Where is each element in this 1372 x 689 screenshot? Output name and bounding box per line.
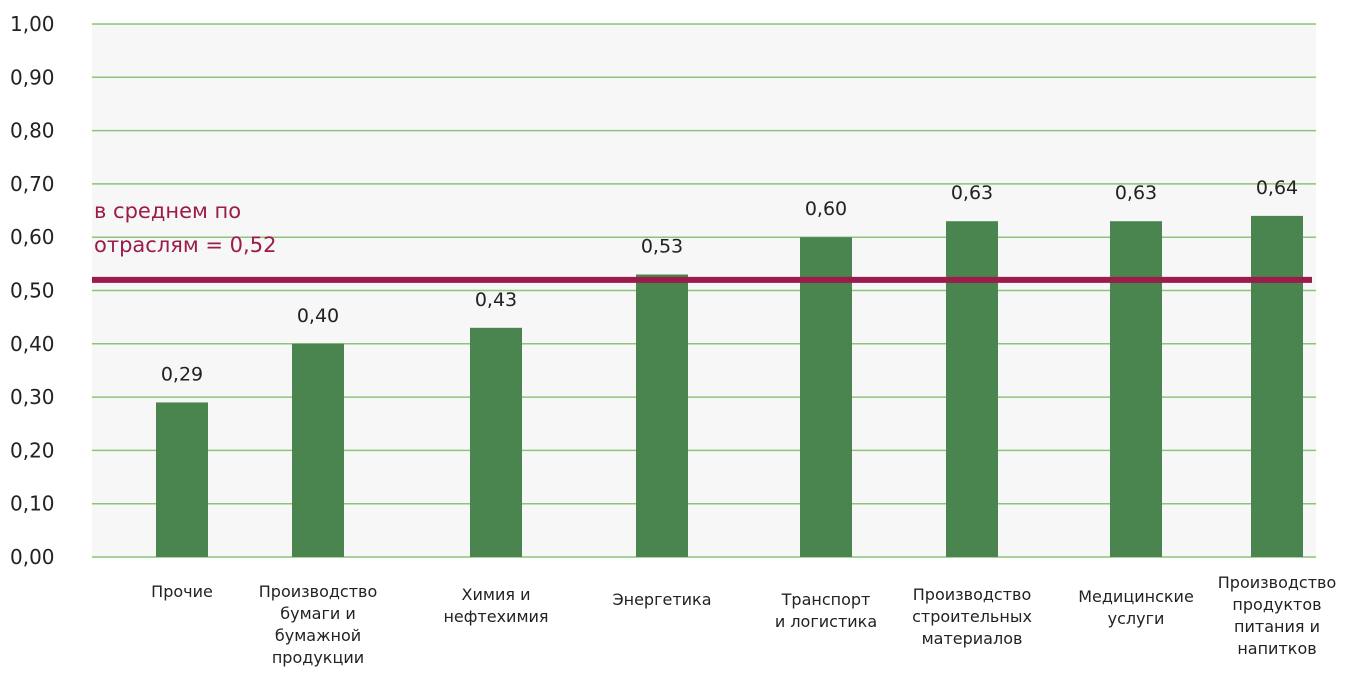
bar-value-label: 0,60	[805, 198, 847, 220]
bar-value-label: 0,43	[475, 289, 517, 311]
category-label: Производство продуктов питания и напитков	[1218, 573, 1337, 658]
bar	[156, 402, 208, 557]
y-tick-label: 0,50	[10, 279, 55, 303]
average-line-group: в среднем по отраслям = 0,52	[92, 199, 1312, 283]
bar-value-label: 0,64	[1256, 177, 1298, 199]
y-tick-label: 0,10	[10, 492, 55, 516]
y-tick-label: 0,30	[10, 385, 55, 409]
category-labels: Прочие Производство бумаги и бумажной продук…	[151, 573, 1336, 667]
bar	[1110, 221, 1162, 557]
y-tick-label: 0,80	[10, 119, 55, 143]
category-label: Медицинские услуги	[1078, 587, 1194, 628]
category-label: Прочие	[151, 582, 213, 601]
bar	[470, 327, 522, 557]
bar	[292, 343, 344, 557]
bar-value-label: 0,29	[161, 363, 203, 385]
bar	[800, 237, 852, 557]
bar-value-label: 0,63	[1115, 182, 1157, 204]
y-tick-label: 0,20	[10, 438, 55, 462]
average-label: отраслям = 0,52	[94, 233, 276, 257]
bar-value-label: 0,53	[641, 236, 683, 258]
y-axis-ticks: 0,00 0,10 0,20 0,30 0,40 0,50 0,60 0,70 0,80 0,90…	[10, 12, 55, 569]
category-label: Производство бумаги и бумажной продукции	[259, 582, 378, 667]
bar	[1251, 215, 1303, 557]
bar-value-label: 0,40	[297, 305, 339, 327]
category-label: Производство строительных материалов	[912, 585, 1032, 648]
value-labels: 0,29 0,40 0,43 0,53 0,60 0,63 0,63 0,64	[161, 177, 1298, 386]
category-label: Транспорт и логистика	[775, 590, 877, 631]
category-label: Энергетика	[612, 590, 711, 609]
y-tick-label: 1,00	[10, 12, 55, 36]
y-tick-label: 0,70	[10, 172, 55, 196]
average-label: в среднем по	[94, 199, 241, 223]
bar	[946, 221, 998, 557]
y-tick-label: 0,60	[10, 225, 55, 249]
category-label: Химия и нефтехимия	[443, 585, 548, 626]
bar	[636, 274, 688, 557]
bar-value-label: 0,63	[951, 182, 993, 204]
y-tick-label: 0,00	[10, 545, 55, 569]
y-tick-label: 0,40	[10, 332, 55, 356]
y-tick-label: 0,90	[10, 65, 55, 89]
